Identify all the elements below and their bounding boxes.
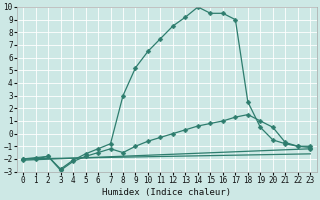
X-axis label: Humidex (Indice chaleur): Humidex (Indice chaleur) (102, 188, 231, 197)
